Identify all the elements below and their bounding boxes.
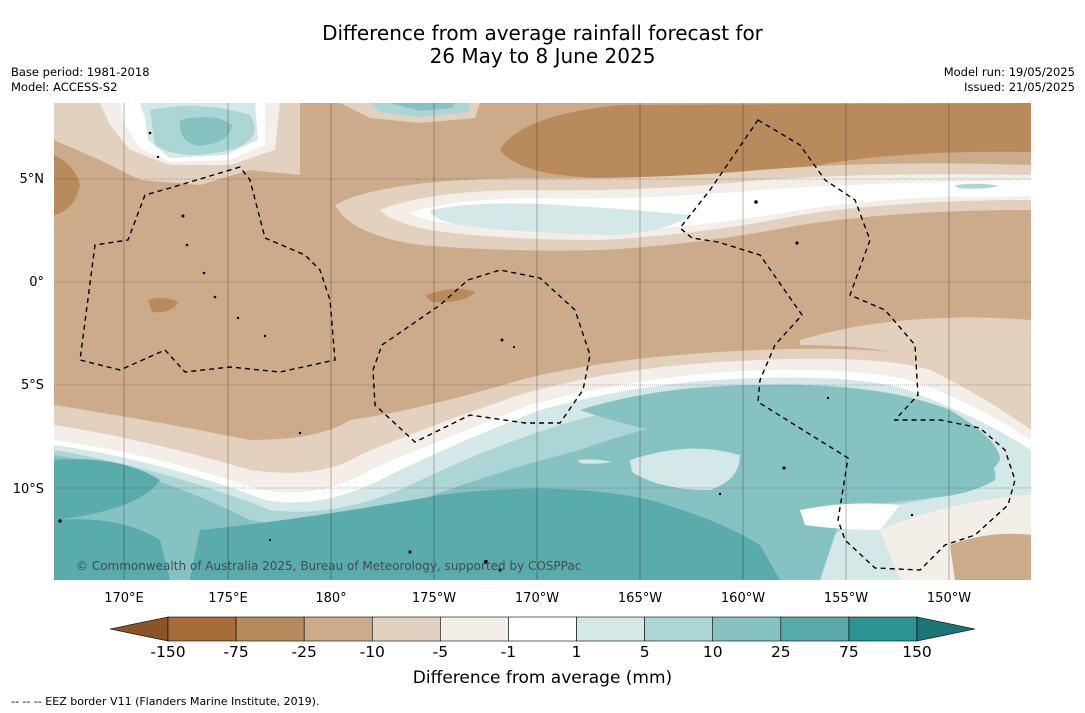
colorbar-segment <box>440 616 509 642</box>
colorbar-tick-label: -150 <box>150 643 186 661</box>
colorbar-segment <box>167 616 237 642</box>
island <box>754 200 758 204</box>
island <box>58 519 62 523</box>
graticule <box>54 103 1031 580</box>
lon-label: 170°E <box>104 591 144 606</box>
southeast-dry-patch <box>950 533 1031 580</box>
colorbar-tick-label: 10 <box>702 643 723 661</box>
north-dry-band <box>500 103 1031 179</box>
lon-label: 165°W <box>618 591 662 606</box>
island <box>782 466 786 470</box>
lon-label: 175°E <box>208 591 248 606</box>
colorbar-tick-label: 1 <box>571 643 582 661</box>
eez-borders <box>79 119 1016 571</box>
lon-label: 150°W <box>927 591 971 606</box>
island <box>263 334 267 338</box>
model-run-date: Model run: 19/05/2025 <box>943 65 1075 79</box>
colorbar-tick-label: 5 <box>639 643 650 661</box>
lat-label: 0° <box>29 275 44 290</box>
colorbar-tick-label: -10 <box>359 643 385 661</box>
island <box>718 492 722 496</box>
map-title: Difference from average rainfall forecas… <box>0 22 1085 68</box>
island <box>408 550 412 554</box>
colorbar-tick-label: -5 <box>432 643 449 661</box>
lat-label: 5°S <box>21 378 44 393</box>
base-period: Base period: 1981-2018 <box>11 65 150 79</box>
run-info: Model run: 19/05/2025 Issued: 21/05/2025 <box>944 65 1075 95</box>
island <box>483 559 489 565</box>
lon-label: 155°W <box>824 591 868 606</box>
lat-label: 5°N <box>20 172 45 187</box>
island <box>185 243 189 247</box>
eez-footnote: -- -- -- EEZ border V11 (Flanders Marine… <box>11 695 320 708</box>
island <box>181 214 185 218</box>
south-wet-core <box>190 488 780 580</box>
colorbar-title: Difference from average (mm) <box>412 668 673 688</box>
island <box>148 131 152 135</box>
colorbar-segment <box>780 616 850 642</box>
island <box>826 396 830 400</box>
issued-date: Issued: 21/05/2025 <box>964 80 1075 94</box>
lon-label: 175°W <box>412 591 456 606</box>
colorbar-segment <box>848 616 918 642</box>
equatorial-wet-patch <box>430 203 690 235</box>
eez-border-kiribati-gilbert <box>79 166 336 373</box>
title-line-2: 26 May to 8 June 2025 <box>429 44 656 68</box>
colorbar-tick-label: 25 <box>770 643 791 661</box>
colorbar-segment <box>371 616 441 642</box>
lon-label: 180° <box>315 591 346 606</box>
colorbar-over-arrow <box>916 616 976 642</box>
model-info: Base period: 1981-2018 Model: ACCESS-S2 <box>11 65 150 95</box>
lon-label: 170°W <box>515 591 559 606</box>
island <box>156 155 160 159</box>
island <box>298 431 302 435</box>
island <box>500 338 504 342</box>
colorbar-under-arrow <box>109 616 169 642</box>
eez-border-tokelau <box>372 269 591 443</box>
colorbar-tick-label: -25 <box>291 643 317 661</box>
island <box>512 345 516 349</box>
island <box>236 316 240 320</box>
island <box>213 295 217 299</box>
colorbar-segment <box>235 616 305 642</box>
latitude-labels: 5°N 0° 5°S 10°S <box>13 172 44 497</box>
colorbar-tick-label: -75 <box>223 643 249 661</box>
island <box>498 568 502 572</box>
lon-label: 160°W <box>721 591 765 606</box>
colorbar <box>109 616 976 642</box>
copyright-text: © Commonwealth of Australia 2025, Bureau… <box>76 559 581 573</box>
colorbar-segment <box>303 616 373 642</box>
island <box>910 513 914 517</box>
island <box>268 538 272 542</box>
islands <box>58 131 914 572</box>
island <box>795 241 799 245</box>
colorbar-segment <box>644 616 714 642</box>
colorbar-tick-label: 150 <box>902 643 932 661</box>
map-field <box>54 103 1031 580</box>
model-name: Model: ACCESS-S2 <box>11 80 118 94</box>
southwest-wet-core <box>54 459 160 520</box>
colorbar-segment <box>576 616 645 642</box>
colorbar-tick-label: -1 <box>500 643 517 661</box>
island <box>202 271 206 275</box>
eez-border-kiribati-line <box>679 119 1016 571</box>
title-line-1: Difference from average rainfall forecas… <box>322 21 763 45</box>
colorbar-segment <box>712 616 782 642</box>
colorbar-tick-label: 75 <box>839 643 859 661</box>
colorbar-segment <box>508 616 577 642</box>
lat-label: 10°S <box>13 482 44 497</box>
longitude-labels: 170°E 175°E 180° 175°W 170°W 165°W 160°W… <box>104 591 971 606</box>
